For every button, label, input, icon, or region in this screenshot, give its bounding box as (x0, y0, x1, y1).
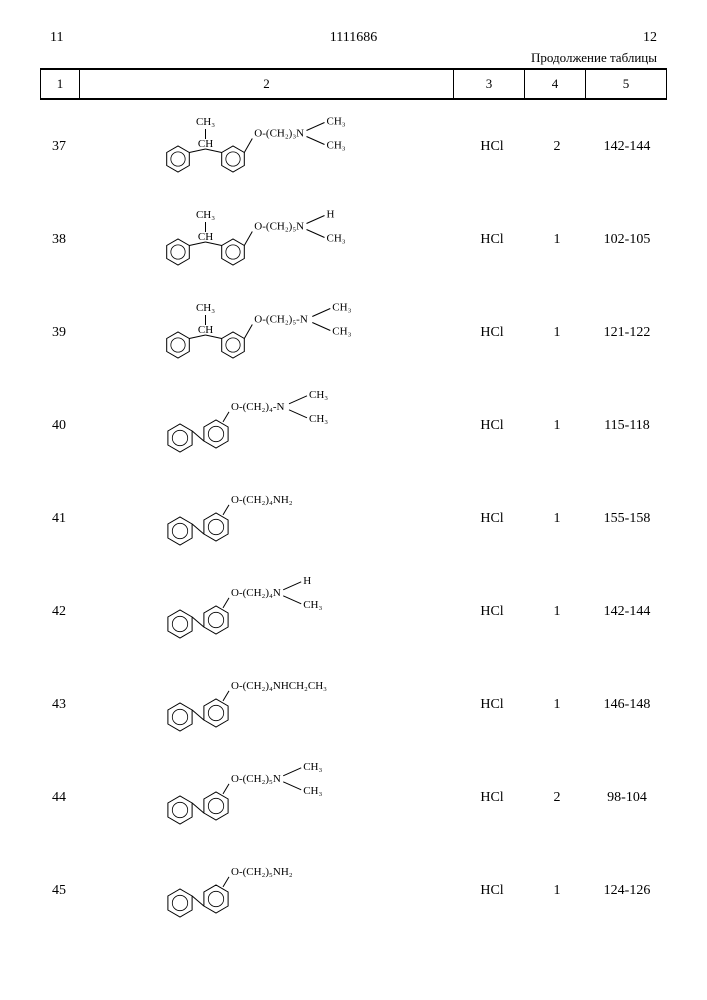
melting-point-cell: 155-158 (587, 511, 667, 527)
value-cell: 2 (527, 139, 587, 155)
table-row: 38 CH CH₃ O-(CH₂)₅N H CH₃ HCl 1 102-105 (40, 193, 667, 286)
row-number: 42 (40, 604, 78, 620)
row-number: 37 (40, 139, 78, 155)
salt-cell: HCl (457, 325, 527, 341)
table-row: 43 O-(CH₂)₄NHCH₂CH₃ HCl 1 146-148 (40, 658, 667, 751)
table-row: 39 CH CH₃ O-(CH₂)₅-N CH₃ CH₃ HCl 1 121-122 (40, 286, 667, 379)
table-row: 37 CH CH₃ O-(CH₂)₃N CH₃ CH₃ HCl 2 142-144 (40, 100, 667, 193)
row-number: 38 (40, 232, 78, 248)
value-cell: 1 (527, 511, 587, 527)
svg-text:O-(CH₂)₄-N: O-(CH₂)₄-N (231, 400, 285, 412)
svg-text:CH: CH (197, 138, 212, 150)
table-row: 45 O-(CH₂)₅NH₂ HCl 1 124-126 (40, 844, 667, 937)
svg-text:O-(CH₂)₄NHCH₂CH₃: O-(CH₂)₄NHCH₂CH₃ (231, 679, 327, 691)
table-row: 44 O-(CH₂)₅N CH₃ CH₃ HCl 2 98-104 (40, 751, 667, 844)
melting-point-cell: 115-118 (587, 418, 667, 434)
structure-cell: O-(CH₂)₅NH₂ (78, 851, 457, 931)
structure-cell: CH CH₃ O-(CH₂)₅N H CH₃ (78, 200, 457, 280)
svg-text:O-(CH₂)₅N: O-(CH₂)₅N (231, 772, 281, 784)
structure-cell: CH CH₃ O-(CH₂)₅-N CH₃ CH₃ (78, 293, 457, 373)
svg-text:CH₃: CH₃ (195, 116, 214, 128)
svg-text:CH₃: CH₃ (303, 598, 322, 610)
svg-text:O-(CH₂)₅N: O-(CH₂)₅N (254, 220, 304, 232)
document-number: 1111686 (90, 30, 617, 46)
melting-point-cell: 124-126 (587, 883, 667, 899)
row-number: 39 (40, 325, 78, 341)
value-cell: 1 (527, 604, 587, 620)
salt-cell: HCl (457, 790, 527, 806)
svg-text:O-(CH₂)₄N: O-(CH₂)₄N (231, 586, 281, 598)
value-cell: 2 (527, 790, 587, 806)
structure-cell: O-(CH₂)₄N H CH₃ (78, 572, 457, 652)
melting-point-cell: 142-144 (587, 604, 667, 620)
structure-cell: O-(CH₂)₄-N CH₃ CH₃ (78, 386, 457, 466)
page-number-left: 11 (50, 30, 90, 46)
melting-point-cell: 121-122 (587, 325, 667, 341)
value-cell: 1 (527, 232, 587, 248)
melting-point-cell: 102-105 (587, 232, 667, 248)
structure-cell: O-(CH₂)₄NHCH₂CH₃ (78, 665, 457, 745)
svg-text:CH₃: CH₃ (309, 388, 328, 400)
page-number-right: 12 (617, 30, 657, 46)
page-header: 11 1111686 12 (40, 30, 667, 46)
column-header-5: 5 (585, 70, 667, 98)
svg-text:CH₃: CH₃ (332, 325, 351, 337)
salt-cell: HCl (457, 697, 527, 713)
svg-text:CH₃: CH₃ (195, 209, 214, 221)
row-number: 41 (40, 511, 78, 527)
salt-cell: HCl (457, 418, 527, 434)
svg-text:O-(CH₂)₄NH₂: O-(CH₂)₄NH₂ (231, 493, 293, 505)
salt-cell: HCl (457, 232, 527, 248)
column-header-1: 1 (40, 70, 79, 98)
value-cell: 1 (527, 418, 587, 434)
svg-text:CH₃: CH₃ (326, 139, 345, 151)
svg-text:H: H (303, 574, 311, 586)
salt-cell: HCl (457, 511, 527, 527)
svg-text:O-(CH₂)₅-N: O-(CH₂)₅-N (254, 313, 308, 325)
svg-text:CH: CH (197, 231, 212, 243)
column-header-2: 2 (79, 70, 453, 98)
column-header-4: 4 (524, 70, 585, 98)
data-table: 1 2 3 4 5 37 CH CH₃ O-(CH₂)₃N CH₃ CH₃ HCl 2 … (40, 68, 667, 937)
salt-cell: HCl (457, 883, 527, 899)
svg-text:CH₃: CH₃ (326, 115, 345, 127)
svg-text:CH₃: CH₃ (326, 232, 345, 244)
table-row: 40 O-(CH₂)₄-N CH₃ CH₃ HCl 1 115-118 (40, 379, 667, 472)
row-number: 43 (40, 697, 78, 713)
structure-cell: O-(CH₂)₅N CH₃ CH₃ (78, 758, 457, 838)
svg-text:CH: CH (197, 324, 212, 336)
svg-text:CH₃: CH₃ (303, 784, 322, 796)
value-cell: 1 (527, 697, 587, 713)
column-header-3: 3 (453, 70, 524, 98)
value-cell: 1 (527, 325, 587, 341)
structure-cell: O-(CH₂)₄NH₂ (78, 479, 457, 559)
svg-text:CH₃: CH₃ (309, 412, 328, 424)
svg-text:O-(CH₂)₅NH₂: O-(CH₂)₅NH₂ (231, 865, 293, 877)
structure-cell: CH CH₃ O-(CH₂)₃N CH₃ CH₃ (78, 107, 457, 187)
row-number: 44 (40, 790, 78, 806)
row-number: 45 (40, 883, 78, 899)
row-number: 40 (40, 418, 78, 434)
melting-point-cell: 146-148 (587, 697, 667, 713)
table-continuation-label: Продолжение таблицы (40, 50, 667, 66)
salt-cell: HCl (457, 604, 527, 620)
table-row: 42 O-(CH₂)₄N H CH₃ HCl 1 142-144 (40, 565, 667, 658)
svg-text:H: H (326, 208, 334, 220)
svg-text:CH₃: CH₃ (332, 301, 351, 313)
value-cell: 1 (527, 883, 587, 899)
svg-text:O-(CH₂)₃N: O-(CH₂)₃N (254, 127, 304, 139)
salt-cell: HCl (457, 139, 527, 155)
melting-point-cell: 142-144 (587, 139, 667, 155)
table-header-row: 1 2 3 4 5 (40, 70, 667, 100)
svg-text:CH₃: CH₃ (303, 760, 322, 772)
melting-point-cell: 98-104 (587, 790, 667, 806)
table-row: 41 O-(CH₂)₄NH₂ HCl 1 155-158 (40, 472, 667, 565)
svg-text:CH₃: CH₃ (195, 302, 214, 314)
